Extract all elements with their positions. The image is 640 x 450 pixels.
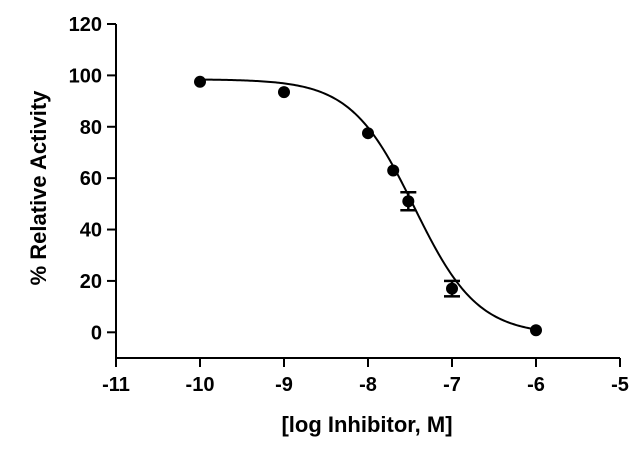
data-point [194,75,206,88]
x-axis-title: [log Inhibitor, M] [281,412,452,437]
data-point [278,86,290,99]
y-tick-label: 120 [69,14,102,36]
data-point [402,195,415,208]
x-axis-ticks: -11 -10 -9 -8 -7 -6 -5 [102,358,629,396]
fit-curve [199,78,537,331]
y-tick-label: 80 [80,117,102,139]
y-tick-label: 100 [69,65,102,87]
data-point [530,324,542,337]
y-tick-label: 20 [80,271,102,293]
y-axis-ticks: 0 20 40 60 80 100 120 [69,14,116,344]
data-point [387,164,400,177]
x-tick-label: -10 [186,374,215,396]
y-axis-title: % Relative Activity [26,90,51,286]
x-tick-label: -5 [611,374,629,396]
y-tick-label: 0 [91,322,102,344]
data-point [362,127,374,140]
fit-curve-group [199,78,537,331]
axes: 0 20 40 60 80 100 120 -11 -10 -9 -8 -7 -6 -5 [69,14,629,396]
x-tick-label: -8 [359,374,377,396]
x-tick-label: -11 [102,374,130,396]
data-points [194,75,542,337]
y-tick-label: 40 [80,220,102,242]
data-point [446,282,458,295]
x-tick-label: -6 [527,374,545,396]
x-tick-label: -9 [275,374,293,396]
x-tick-label: -7 [443,374,461,396]
y-tick-label: 60 [80,168,102,190]
